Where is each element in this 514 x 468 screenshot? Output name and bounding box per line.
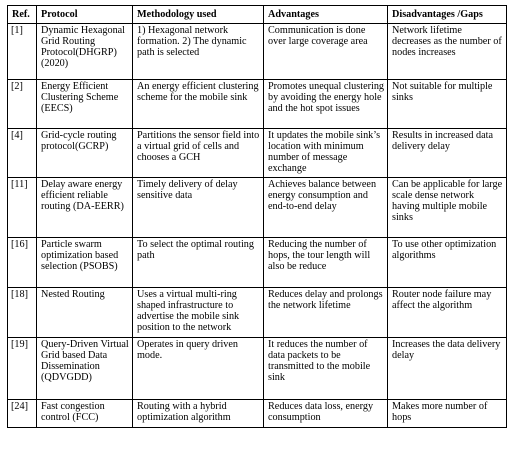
table-row: [11] Delay aware energy efficient reliab… — [7, 177, 507, 238]
cell-disadvantages: Not suitable for multiple sinks — [387, 79, 507, 129]
cell-methodology: Operates in query driven mode. — [132, 337, 264, 400]
cell-advantages: Achieves balance between energy consumpt… — [263, 177, 388, 238]
cell-advantages: Reduces data loss, energy consumption — [263, 399, 388, 428]
cell-advantages: Communication is done over large coverag… — [263, 23, 388, 80]
table-row: [18] Nested Routing Uses a virtual multi… — [7, 287, 507, 338]
table-row: [16] Particle swarm optimization based s… — [7, 237, 507, 288]
cell-ref: [24] — [7, 399, 37, 428]
cell-disadvantages: To use other optimization algorithms — [387, 237, 507, 288]
table-body: [1] Dynamic Hexagonal Grid Routing Proto… — [7, 23, 507, 428]
cell-ref: [19] — [7, 337, 37, 400]
cell-protocol: Grid-cycle routing protocol(GCRP) — [36, 128, 133, 178]
cell-protocol: Dynamic Hexagonal Grid Routing Protocol(… — [36, 23, 133, 80]
protocol-comparison-table: Ref. Protocol Methodology used Advantage… — [7, 5, 507, 428]
table-header: Ref. Protocol Methodology used Advantage… — [7, 5, 507, 24]
cell-ref: [2] — [7, 79, 37, 129]
cell-protocol: Energy Efficient Clustering Scheme (EECS… — [36, 79, 133, 129]
cell-methodology: Routing with a hybrid optimization algor… — [132, 399, 264, 428]
header-protocol: Protocol — [36, 5, 133, 24]
cell-disadvantages: Results in increased data delivery delay — [387, 128, 507, 178]
cell-ref: [16] — [7, 237, 37, 288]
cell-advantages: Promotes unequal clustering by avoiding … — [263, 79, 388, 129]
cell-advantages: It updates the mobile sink’s location wi… — [263, 128, 388, 178]
cell-methodology: An energy efficient clustering scheme fo… — [132, 79, 264, 129]
table-row: [4] Grid-cycle routing protocol(GCRP) Pa… — [7, 128, 507, 178]
header-advantages: Advantages — [263, 5, 388, 24]
comparison-table-container: Ref. Protocol Methodology used Advantage… — [7, 5, 507, 428]
cell-ref: [11] — [7, 177, 37, 238]
header-disadvantages: Disadvantages /Gaps — [387, 5, 507, 24]
cell-ref: [1] — [7, 23, 37, 80]
table-row: [24] Fast congestion control (FCC) Routi… — [7, 399, 507, 428]
cell-advantages: It reduces the number of data packets to… — [263, 337, 388, 400]
cell-ref: [18] — [7, 287, 37, 338]
header-ref: Ref. — [7, 5, 37, 24]
cell-methodology: Uses a virtual multi-ring shaped infrast… — [132, 287, 264, 338]
table-row: [19] Query-Driven Virtual Grid based Dat… — [7, 337, 507, 400]
cell-disadvantages: Increases the data delivery delay — [387, 337, 507, 400]
cell-protocol: Query-Driven Virtual Grid based Data Dis… — [36, 337, 133, 400]
cell-methodology: Partitions the sensor field into a virtu… — [132, 128, 264, 178]
cell-protocol: Particle swarm optimization based select… — [36, 237, 133, 288]
cell-disadvantages: Network lifetime decreases as the number… — [387, 23, 507, 80]
cell-advantages: Reduces delay and prolongs the network l… — [263, 287, 388, 338]
cell-methodology: 1) Hexagonal network formation. 2) The d… — [132, 23, 264, 80]
cell-disadvantages: Can be applicable for large scale dense … — [387, 177, 507, 238]
cell-protocol: Nested Routing — [36, 287, 133, 338]
cell-ref: [4] — [7, 128, 37, 178]
cell-disadvantages: Makes more number of hops — [387, 399, 507, 428]
cell-methodology: Timely delivery of delay sensitive data — [132, 177, 264, 238]
cell-advantages: Reducing the number of hops, the tour le… — [263, 237, 388, 288]
header-row: Ref. Protocol Methodology used Advantage… — [7, 5, 507, 24]
cell-disadvantages: Router node failure may affect the algor… — [387, 287, 507, 338]
cell-protocol: Fast congestion control (FCC) — [36, 399, 133, 428]
cell-protocol: Delay aware energy efficient reliable ro… — [36, 177, 133, 238]
table-row: [2] Energy Efficient Clustering Scheme (… — [7, 79, 507, 129]
header-methodology: Methodology used — [132, 5, 264, 24]
table-row: [1] Dynamic Hexagonal Grid Routing Proto… — [7, 23, 507, 80]
cell-methodology: To select the optimal routing path — [132, 237, 264, 288]
